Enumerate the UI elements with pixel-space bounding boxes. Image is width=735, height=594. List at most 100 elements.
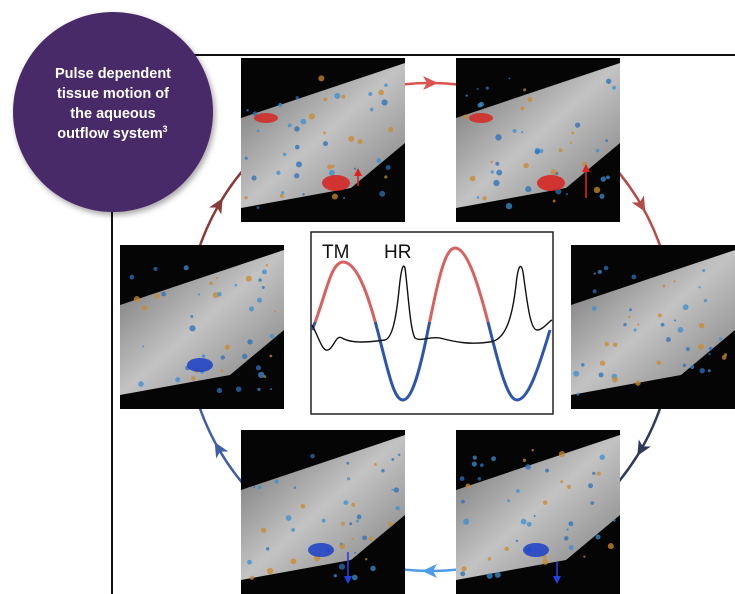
motion-speckle bbox=[576, 393, 579, 396]
badge-line: tissue motion of bbox=[57, 86, 169, 102]
motion-speckle bbox=[493, 180, 499, 186]
motion-speckle bbox=[334, 93, 340, 99]
motion-speckle bbox=[352, 575, 358, 581]
motion-speckle bbox=[523, 163, 528, 168]
motion-speckle bbox=[161, 292, 166, 297]
motion-speckle bbox=[699, 323, 705, 329]
motion-speckle bbox=[531, 449, 534, 452]
motion-speckle bbox=[583, 556, 585, 558]
motion-speckle bbox=[262, 286, 265, 289]
motion-speckle bbox=[521, 131, 523, 133]
motion-speckle bbox=[527, 97, 532, 102]
motion-speckle bbox=[559, 451, 565, 457]
motion-speckle bbox=[191, 376, 195, 380]
graph-label: TM bbox=[322, 242, 349, 263]
motion-hotspot bbox=[187, 358, 213, 372]
motion-speckle bbox=[296, 96, 299, 99]
motion-speckle bbox=[568, 521, 573, 526]
motion-speckle bbox=[683, 364, 686, 367]
motion-speckle bbox=[340, 542, 343, 545]
motion-speckle bbox=[217, 388, 222, 393]
motion-speckle bbox=[698, 344, 704, 350]
motion-speckle bbox=[270, 334, 275, 339]
motion-speckle bbox=[709, 347, 713, 351]
waveform-graph: TM HR bbox=[311, 232, 553, 414]
motion-speckle bbox=[154, 293, 160, 299]
motion-speckle bbox=[280, 194, 284, 198]
motion-speckle bbox=[596, 535, 601, 540]
motion-speckle bbox=[343, 197, 345, 199]
motion-speckle bbox=[629, 308, 632, 311]
graph-label: HR bbox=[384, 242, 411, 263]
motion-speckle bbox=[612, 377, 618, 383]
motion-speckle bbox=[591, 501, 595, 505]
motion-speckle bbox=[388, 522, 393, 527]
motion-speckle bbox=[525, 464, 531, 470]
motion-speckle bbox=[281, 191, 284, 194]
motion-speckle bbox=[217, 292, 222, 297]
motion-speckle bbox=[631, 274, 636, 279]
motion-speckle bbox=[686, 347, 690, 351]
motion-speckle bbox=[341, 95, 345, 99]
motion-speckle bbox=[142, 345, 144, 347]
motion-speckle bbox=[357, 515, 362, 520]
motion-speckle bbox=[658, 313, 662, 317]
tissue-panel bbox=[456, 430, 620, 594]
motion-speckle bbox=[295, 145, 300, 150]
motion-hotspot bbox=[254, 113, 278, 123]
motion-speckle bbox=[719, 337, 722, 340]
motion-speckle bbox=[249, 306, 254, 311]
motion-hotspot bbox=[523, 543, 549, 557]
motion-speckle bbox=[300, 504, 305, 509]
motion-speckle bbox=[598, 270, 602, 274]
motion-speckle bbox=[221, 355, 225, 359]
motion-hotspot bbox=[322, 175, 350, 191]
motion-speckle bbox=[573, 371, 579, 377]
motion-speckle bbox=[466, 94, 468, 96]
motion-speckle bbox=[388, 127, 393, 132]
motion-speckle bbox=[460, 476, 465, 481]
motion-speckle bbox=[604, 342, 609, 347]
motion-speckle bbox=[250, 576, 254, 580]
motion-speckle bbox=[477, 88, 479, 90]
motion-speckle bbox=[570, 142, 572, 144]
motion-speckle bbox=[567, 529, 569, 531]
motion-speckle bbox=[270, 355, 273, 358]
motion-speckle bbox=[473, 455, 477, 459]
motion-speckle bbox=[702, 269, 705, 272]
motion-speckle bbox=[347, 477, 350, 480]
motion-speckle bbox=[628, 315, 631, 318]
motion-speckle bbox=[190, 315, 193, 318]
motion-speckle bbox=[294, 173, 299, 178]
motion-speckle bbox=[216, 277, 218, 279]
motion-speckle bbox=[521, 519, 527, 525]
motion-speckle bbox=[391, 458, 394, 461]
motion-speckle bbox=[142, 305, 147, 310]
motion-speckle bbox=[535, 149, 540, 154]
motion-speckle bbox=[504, 547, 508, 551]
motion-speckle bbox=[189, 325, 195, 331]
motion-speckle bbox=[470, 176, 476, 182]
motion-speckle bbox=[370, 566, 375, 571]
motion-speckle bbox=[608, 543, 614, 549]
tissue-panel bbox=[456, 58, 620, 222]
motion-speckle bbox=[384, 175, 387, 178]
motion-speckle bbox=[266, 547, 269, 550]
motion-speckle bbox=[236, 386, 241, 391]
motion-speckle bbox=[384, 83, 388, 87]
motion-speckle bbox=[708, 369, 711, 372]
motion-speckle bbox=[395, 506, 399, 510]
motion-speckle bbox=[613, 519, 616, 522]
motion-speckle bbox=[253, 486, 255, 488]
body: TM HR Pulse dependent tissue motion of t… bbox=[0, 0, 735, 594]
motion-speckle bbox=[567, 485, 571, 489]
motion-speckle bbox=[472, 461, 477, 466]
motion-speckle bbox=[323, 141, 328, 146]
motion-speckle bbox=[606, 176, 610, 180]
motion-speckle bbox=[257, 206, 260, 209]
motion-speckle bbox=[507, 499, 510, 502]
motion-speckle bbox=[374, 463, 377, 466]
motion-speckle bbox=[309, 113, 315, 119]
motion-speckle bbox=[495, 162, 499, 166]
page: Pulse dependent tissue motion {"badge": … bbox=[0, 0, 735, 594]
